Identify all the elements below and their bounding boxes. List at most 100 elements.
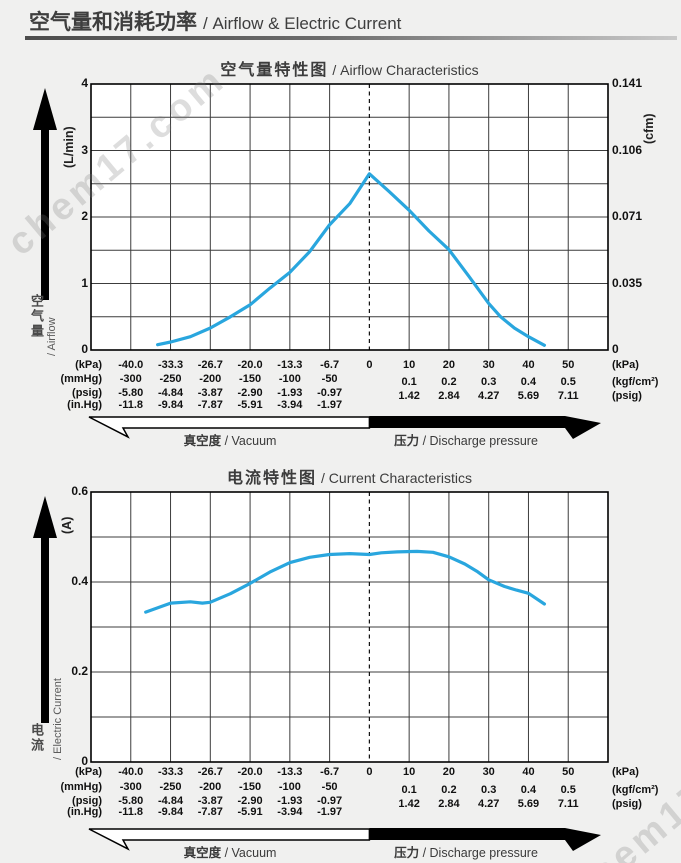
x-tick-label: -1.97: [317, 399, 343, 411]
x-tick-label: 10: [403, 766, 416, 778]
x-tick-label: -3.87: [197, 795, 223, 807]
current-axis-arrow: [33, 496, 57, 723]
current-chart-title-zh: 电流特性图: [227, 470, 318, 487]
x-unit-right: (kgf/cm²): [612, 376, 659, 388]
x-tick-label: -200: [199, 373, 222, 385]
plot-border: [90, 83, 609, 351]
x-unit-left: (in.Hg): [67, 399, 102, 411]
x-tick-label: 0.5: [560, 376, 576, 388]
x-tick-label: -2.90: [237, 795, 263, 807]
current-chart-title-en: / Current Characteristics: [321, 470, 472, 486]
x-tick-label: -4.84: [157, 387, 184, 399]
x-tick-label: 20: [442, 766, 456, 778]
x-tick-label: 0.1: [401, 376, 417, 388]
x-tick-label: -33.3: [157, 766, 184, 778]
x-tick-label: 10: [403, 359, 416, 371]
x-unit-right: (psig): [612, 390, 642, 402]
x-tick-label: -100: [278, 373, 301, 385]
x-tick-label: 7.11: [557, 390, 579, 402]
x-tick-label: 1.42: [398, 798, 420, 810]
x-tick-label: -20.0: [237, 766, 263, 778]
x-tick-label: -150: [239, 373, 262, 385]
vacuum-direction-arrow: [88, 828, 371, 851]
current-chart-title: 电流特性图 / Current Characteristics: [91, 464, 608, 488]
pressure-direction-arrow: [369, 828, 601, 851]
x-tick-label: 40: [522, 359, 535, 371]
x-unit-right: (kPa): [612, 359, 639, 371]
x-tick-label: 0.2: [441, 784, 457, 796]
x-tick-label: 0.4: [520, 376, 537, 388]
x-tick-label: -5.80: [118, 795, 144, 807]
x-tick-label: 0.1: [401, 784, 417, 796]
y2-tick-label: 0.106: [612, 142, 643, 157]
airflow-y-unit-right: (cfm): [642, 113, 656, 144]
x-tick-label: 0: [366, 359, 373, 371]
x-tick-label: -1.93: [277, 795, 303, 807]
x-tick-label: -7.87: [197, 806, 223, 818]
x-tick-label: -33.3: [157, 359, 184, 371]
x-tick-label: -11.8: [118, 399, 143, 411]
y-tick-label: 0.6: [71, 484, 88, 498]
vacuum-direction-arrow: [88, 416, 371, 439]
x-tick-label: -3.94: [277, 399, 303, 411]
x-tick-label: -9.84: [157, 806, 184, 818]
x-tick-label: 0.3: [481, 376, 497, 388]
y-tick-label: 0.4: [71, 574, 88, 588]
x-tick-label: -300: [119, 781, 142, 793]
x-tick-label: -6.7: [320, 359, 340, 371]
x-unit-left: (in.Hg): [67, 806, 102, 818]
x-unit-left: (psig): [72, 387, 102, 399]
x-tick-label: 4.27: [477, 390, 500, 402]
x-tick-label: -100: [278, 781, 301, 793]
x-tick-label: -50: [321, 373, 338, 385]
x-unit-left: (kPa): [75, 359, 102, 371]
current-curve: [144, 549, 547, 614]
x-tick-label: -40.0: [118, 359, 144, 371]
y2-tick-label: 0.071: [612, 209, 643, 223]
y2-tick-label: 0: [612, 342, 619, 356]
x-tick-label: -11.8: [118, 806, 143, 818]
x-tick-label: 5.69: [517, 798, 540, 810]
x-tick-label: -250: [159, 373, 182, 385]
x-tick-label: -250: [159, 781, 182, 793]
x-tick-label: -7.87: [197, 399, 223, 411]
y2-tick-label: 0.035: [612, 275, 643, 290]
x-tick-label: 40: [522, 766, 535, 778]
title-divider: [25, 36, 677, 40]
current-axis-name-en: / Electric Current: [52, 678, 64, 760]
x-tick-label: 4.27: [477, 798, 500, 810]
x-tick-label: -13.3: [277, 359, 303, 371]
x-tick-label: -26.7: [197, 766, 223, 778]
y2-tick-label: 0.141: [612, 76, 643, 90]
x-tick-label: 50: [562, 359, 575, 371]
vacuum-label-chart2: 真空度 / Vacuum: [183, 846, 277, 860]
plot-border: [90, 491, 609, 763]
airflow-chart-title-zh: 空气量特性图: [220, 62, 329, 79]
x-tick-label: -1.97: [317, 806, 343, 818]
x-tick-label: -0.97: [317, 795, 343, 807]
x-tick-label: -1.93: [277, 387, 303, 399]
x-tick-label: -3.87: [197, 387, 223, 399]
x-tick-label: 2.84: [438, 798, 460, 810]
y-tick-label: 0: [81, 754, 88, 768]
x-unit-right: (kgf/cm²): [612, 784, 659, 796]
x-tick-label: -4.84: [157, 795, 184, 807]
page-title-en: / Airflow & Electric Current: [203, 14, 402, 33]
x-tick-label: -5.80: [118, 387, 144, 399]
pressure-label-chart1: 压力 / Discharge pressure: [394, 434, 538, 448]
x-unit-right: (kPa): [612, 766, 639, 778]
x-tick-label: -50: [321, 781, 338, 793]
pressure-direction-arrow: [369, 416, 601, 439]
y-tick-label: 1: [81, 275, 88, 290]
x-tick-label: 20: [442, 359, 456, 371]
x-tick-label: -5.91: [237, 806, 263, 818]
airflow-axis-arrow: [33, 88, 57, 300]
x-tick-label: -150: [239, 781, 262, 793]
x-tick-label: -9.84: [157, 399, 184, 411]
pressure-label-chart2: 压力 / Discharge pressure: [394, 846, 538, 860]
x-tick-label: -2.90: [237, 387, 263, 399]
airflow-curve: [156, 172, 547, 347]
x-tick-label: -200: [199, 781, 222, 793]
